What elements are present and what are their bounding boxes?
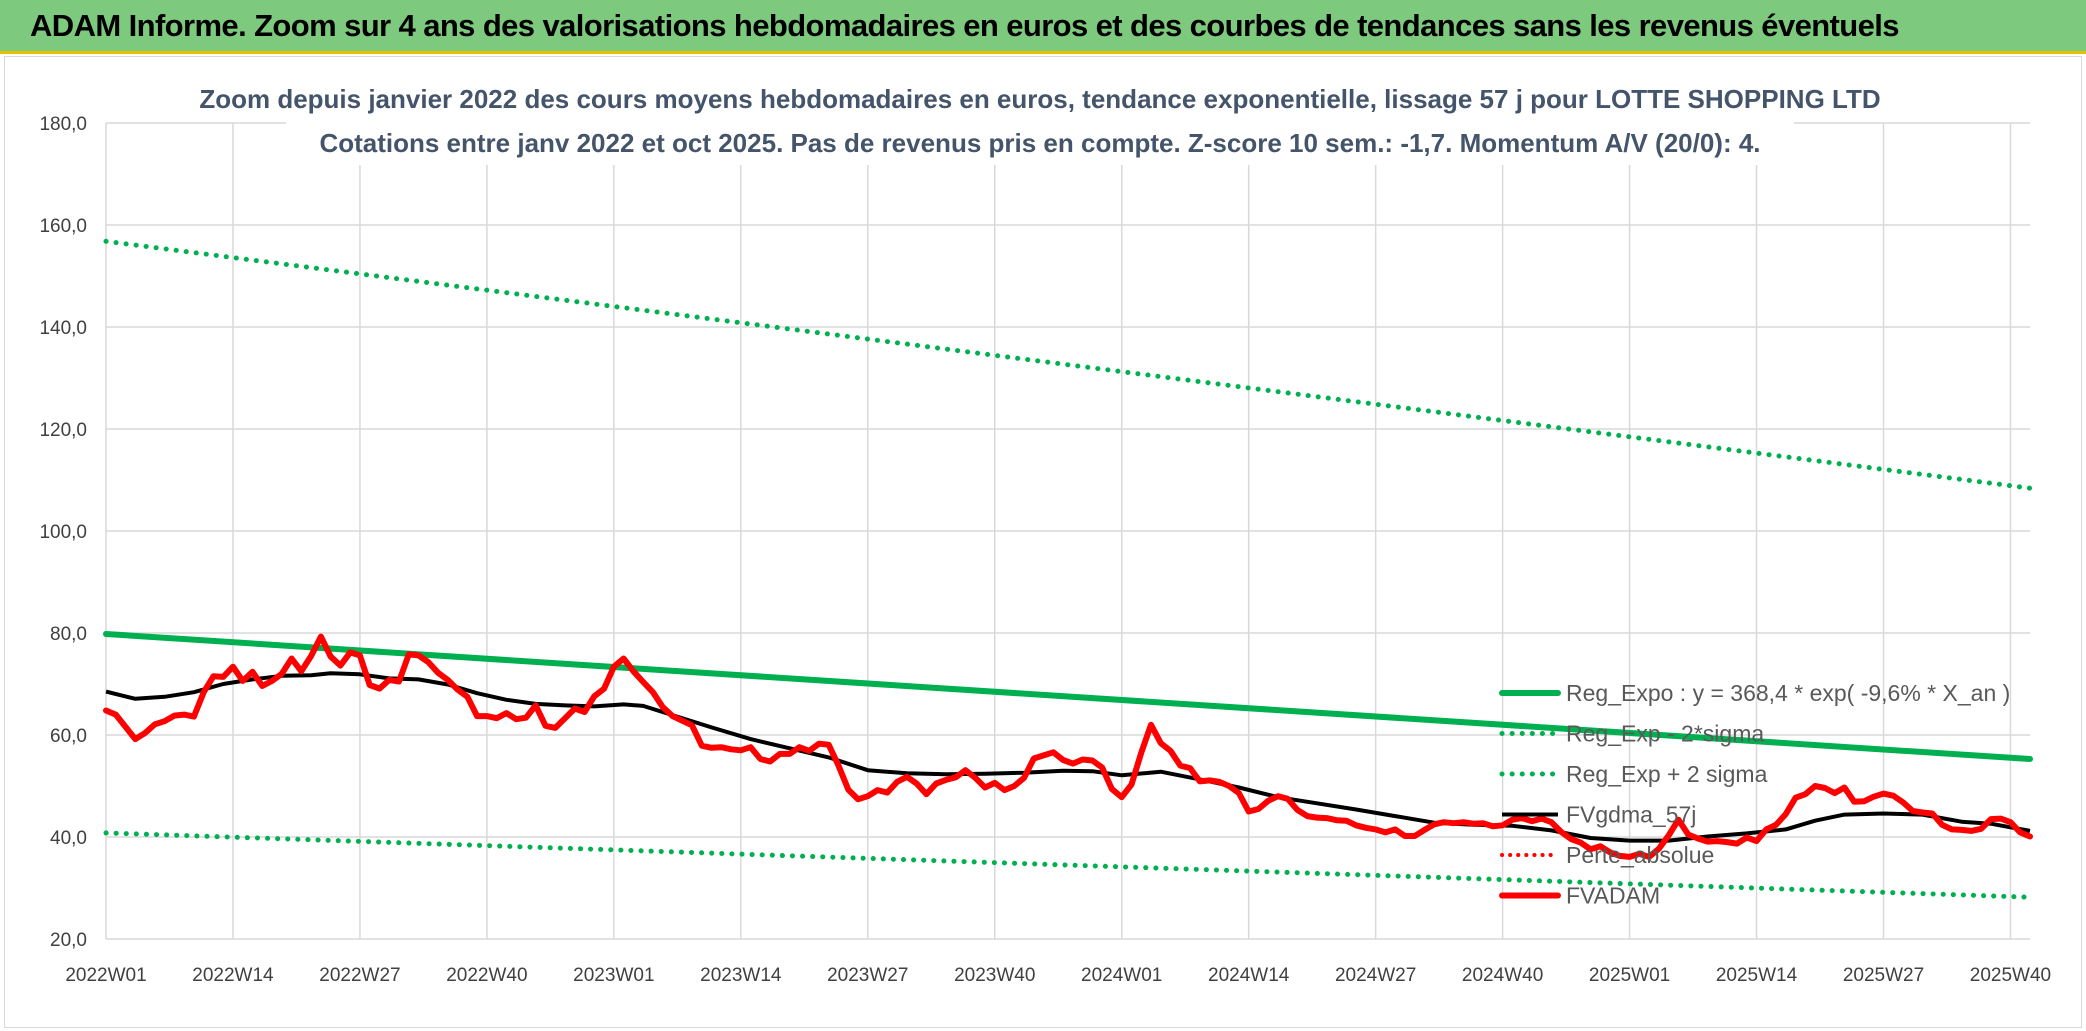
y-tick-label: 180,0 [39, 114, 87, 135]
x-tick-label: 2025W14 [1716, 965, 1798, 986]
y-tick-label: 80,0 [50, 624, 87, 645]
fvadam-line [103, 633, 2033, 860]
y-tick-label: 140,0 [39, 318, 87, 339]
legend-label: FVADAM [1566, 883, 1660, 909]
x-tick-label: 2025W27 [1843, 965, 1924, 986]
y-tick-label: 120,0 [39, 420, 87, 441]
report-title: ADAM Informe. Zoom sur 4 ans des valoris… [30, 8, 1900, 43]
trend-line [103, 631, 2033, 762]
x-tick-label: 2022W01 [65, 965, 146, 986]
x-tick-label: 2025W40 [1970, 965, 2051, 986]
y-tick-label: 100,0 [39, 522, 87, 543]
chart-subtitle: Cotations entre janv 2022 et oct 2025. P… [319, 128, 1760, 158]
legend-label: Perte_absolue [1566, 842, 1714, 868]
legend-label: Reg_Exp + 2 sigma [1566, 761, 1768, 787]
chart-series [103, 238, 2033, 900]
upper-sigma-line [103, 238, 2033, 491]
x-tick-label: 2024W14 [1208, 965, 1290, 986]
y-tick-label: 60,0 [50, 726, 87, 747]
x-tick-label: 2023W01 [573, 965, 654, 986]
title-background [286, 83, 1794, 165]
x-tick-label: 2023W27 [827, 965, 908, 986]
report-banner: ADAM Informe. Zoom sur 4 ans des valoris… [0, 0, 2086, 54]
legend-label: Reg_Exp - 2*sigma [1566, 721, 1764, 747]
x-tick-label: 2024W01 [1081, 965, 1162, 986]
y-axis: 20,0 40,0 60,0 80,0 100,0 120,0 140,0 160,0 180,… [39, 114, 87, 951]
x-tick-label: 2023W40 [954, 965, 1035, 986]
chart-title: Zoom depuis janvier 2022 des cours moyen… [199, 84, 1880, 114]
legend-label: FVgdma_57j [1566, 802, 1696, 828]
y-tick-label: 20,0 [50, 930, 87, 951]
x-tick-label: 2022W40 [446, 965, 527, 986]
x-tick-label: 2022W27 [319, 965, 400, 986]
x-axis: 2022W01 2022W14 2022W27 2022W40 2023W01 2023W… [65, 965, 2051, 986]
legend-label: Reg_Expo : y = 368,4 * exp( -9,6% * X_an… [1566, 680, 2010, 706]
y-tick-label: 160,0 [39, 216, 87, 237]
x-tick-label: 2024W27 [1335, 965, 1416, 986]
lower-sigma-line [103, 830, 2033, 900]
chart-frame [4, 56, 2082, 1028]
x-tick-label: 2022W14 [192, 965, 274, 986]
y-tick-label: 40,0 [50, 828, 87, 849]
chart-grid [105, 122, 2030, 940]
x-tick-label: 2024W40 [1462, 965, 1543, 986]
x-tick-label: 2023W14 [700, 965, 782, 986]
chart-legend: Reg_Expo : y = 368,4 * exp( -9,6% * X_an… [1499, 680, 2010, 909]
x-tick-label: 2025W01 [1589, 965, 1670, 986]
